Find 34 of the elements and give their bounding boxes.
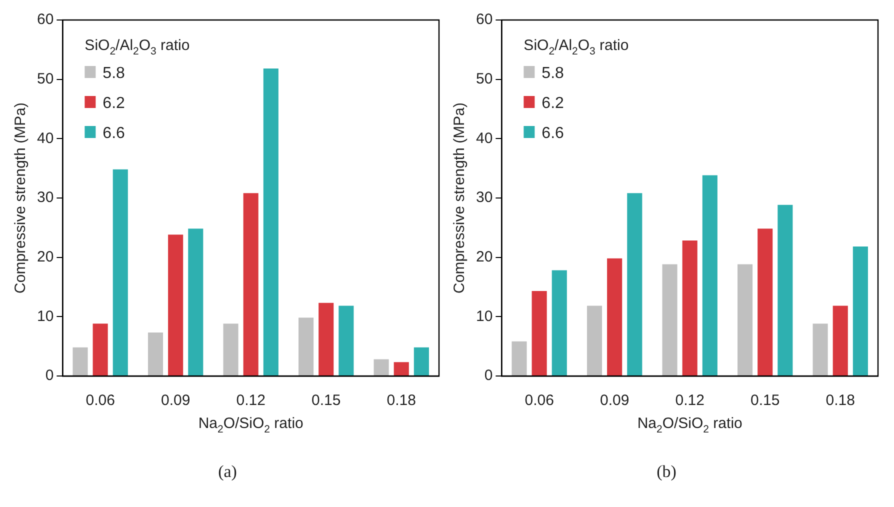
y-tick-label: 60 (476, 11, 493, 28)
y-tick-label: 40 (476, 130, 493, 147)
x-tick-label: 0.06 (86, 392, 115, 410)
x-tick-label: 0.15 (750, 392, 780, 410)
x-tick-label: 0.06 (524, 392, 554, 410)
y-tick-label: 0 (484, 367, 493, 384)
legend-label: 6.6 (102, 125, 126, 142)
legend-label: 6.2 (542, 95, 564, 112)
text: (b) (656, 462, 676, 482)
legend-label: 6.2 (102, 95, 126, 112)
y-tick-label: 20 (476, 248, 493, 266)
y-tick-label: 40 (36, 130, 54, 147)
x-tick-label: 0.18 (826, 392, 855, 410)
x-tick-label: 0.15 (312, 392, 341, 410)
y-tick-label: 20 (36, 248, 54, 266)
x-tick-label: 0.12 (675, 392, 704, 410)
x-tick-label: 0.09 (160, 392, 190, 410)
y-axis-title: Compressive strength (MPa) (451, 102, 468, 294)
legend-label: 5.8 (542, 65, 564, 82)
y-tick-label: 10 (476, 308, 493, 325)
x-tick-label: 0.18 (386, 392, 416, 410)
y-tick-label: 30 (476, 189, 493, 206)
y-tick-label: 50 (476, 70, 493, 88)
legend-label: 5.8 (102, 65, 126, 82)
y-tick-label: 60 (36, 11, 54, 28)
y-axis-title: Compressive strength (MPa) (12, 102, 30, 294)
y-tick-label: 50 (36, 70, 54, 88)
y-tick-label: 0 (45, 367, 54, 384)
x-tick-label: 0.12 (236, 392, 266, 410)
y-tick-label: 10 (36, 308, 54, 325)
y-tick-label: 30 (36, 189, 54, 206)
legend-label: 6.6 (542, 125, 564, 142)
text: (a) (218, 462, 237, 482)
x-tick-label: 0.09 (600, 392, 630, 410)
